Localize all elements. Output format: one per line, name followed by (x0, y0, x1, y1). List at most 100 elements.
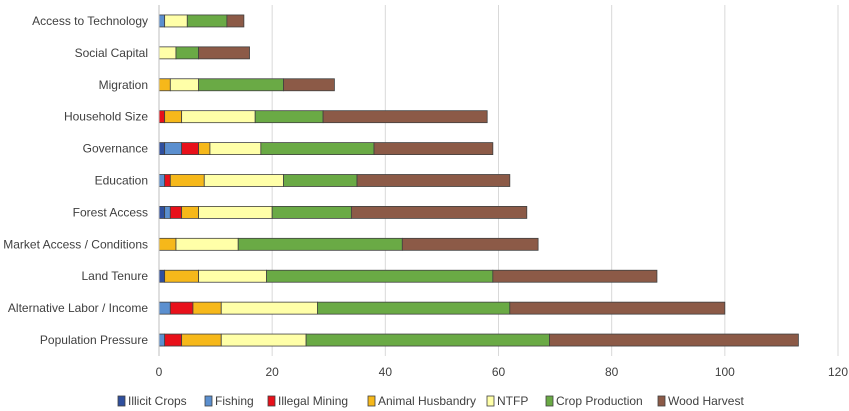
legend-item-wood-harvest: Wood Harvest (657, 394, 744, 408)
bar-segment-wood-harvest (283, 78, 335, 92)
bar-segment-wood-harvest (198, 46, 250, 60)
axis-layer: 0 20 40 60 80 100 120 Access to Technology Socia… (3, 5, 848, 379)
bar-segment-fishing (164, 206, 171, 219)
category-label: Alternative Labor / Income (8, 301, 148, 315)
x-tick-label: 100 (715, 365, 735, 379)
bar-segment-illegal-mining (164, 333, 183, 347)
legend-label: NTFP (497, 394, 528, 408)
x-tick-label: 40 (379, 365, 393, 379)
bar-segment-animal-husbandry (181, 206, 200, 219)
legend: Illicit Crops Fishing Illegal Mining Animal… (117, 394, 744, 408)
bar-segment-animal-husbandry (169, 174, 205, 187)
bar-segment-wood-harvest (492, 269, 658, 283)
legend-label: Illegal Mining (278, 394, 348, 408)
category-label: Population Pressure (40, 333, 148, 347)
bar-segment-crop-production (305, 333, 550, 347)
legend-swatch (545, 395, 554, 407)
legend-swatch (117, 395, 126, 407)
bar-segment-ntfp (209, 142, 262, 155)
legend-item-illicit-crops: Illicit Crops (117, 394, 187, 408)
bar-segment-animal-husbandry (158, 78, 171, 92)
bar-segment-illicit-crops (158, 206, 166, 219)
bar-segment-illegal-mining (169, 301, 194, 315)
x-tick-label: 60 (492, 365, 506, 379)
category-label: Education (95, 174, 148, 188)
bar-segment-animal-husbandry (181, 333, 222, 347)
bar-segment-ntfp (198, 206, 273, 219)
bar-segment-ntfp (158, 46, 177, 60)
bar-segment-animal-husbandry (192, 301, 222, 315)
bar-segment-wood-harvest (549, 333, 799, 347)
bar-layer (158, 14, 799, 347)
legend-label: Illicit Crops (128, 394, 187, 408)
legend-label: Animal Husbandry (378, 394, 476, 408)
legend-swatch (204, 395, 213, 407)
bar-segment-illegal-mining (158, 110, 166, 124)
legend-item-crop-production: Crop Production (545, 394, 643, 408)
bar-segment-wood-harvest (356, 174, 511, 187)
x-tick-label: 120 (828, 365, 848, 379)
legend-item-animal-husbandry: Animal Husbandry (367, 394, 476, 408)
bar-segment-crop-production (260, 142, 375, 155)
category-label: Household Size (64, 110, 148, 124)
legend-swatch (657, 395, 666, 407)
bar-segment-crop-production (237, 237, 403, 251)
x-tick-label: 0 (156, 365, 163, 379)
category-label: Forest Access (73, 205, 148, 219)
legend-swatch (486, 395, 495, 407)
bar-segment-crop-production (283, 174, 358, 187)
legend-swatch (367, 395, 376, 407)
bar-segment-crop-production (254, 110, 324, 124)
bar-segment-animal-husbandry (164, 269, 200, 283)
x-tick-label: 80 (605, 365, 619, 379)
legend-item-fishing: Fishing (204, 394, 254, 408)
category-label: Governance (83, 142, 149, 156)
bar-segment-illegal-mining (169, 206, 183, 219)
bar-segment-animal-husbandry (158, 237, 177, 251)
legend-label: Crop Production (556, 394, 643, 408)
legend-item-illegal-mining: Illegal Mining (267, 394, 348, 408)
bar-segment-fishing (158, 333, 166, 347)
legend-label: Wood Harvest (668, 394, 744, 408)
category-label: Market Access / Conditions (3, 237, 148, 251)
bar-segment-illegal-mining (164, 174, 171, 187)
bar-segment-ntfp (181, 110, 256, 124)
bar-segment-wood-harvest (373, 142, 494, 155)
bar-segment-ntfp (198, 269, 267, 283)
bar-segment-wood-harvest (226, 14, 245, 28)
category-label: Social Capital (75, 46, 148, 60)
bar-segment-wood-harvest (401, 237, 539, 251)
category-label: Migration (99, 78, 148, 92)
bar-segment-ntfp (175, 237, 239, 251)
bar-segment-crop-production (175, 46, 200, 60)
bar-segment-wood-harvest (322, 110, 488, 124)
category-label: Land Tenure (81, 269, 148, 283)
bar-segment-fishing (158, 301, 171, 315)
bar-segment-crop-production (266, 269, 494, 283)
bar-segment-fishing (158, 174, 166, 187)
bar-segment-crop-production (317, 301, 511, 315)
bar-segment-wood-harvest (350, 206, 528, 219)
bar-segment-fishing (158, 14, 166, 28)
bar-segment-ntfp (203, 174, 284, 187)
bar-segment-animal-husbandry (198, 142, 211, 155)
bar-segment-illicit-crops (158, 142, 166, 155)
bar-segment-ntfp (220, 333, 307, 347)
bar-segment-illegal-mining (181, 142, 200, 155)
x-tick-label: 20 (265, 365, 279, 379)
bar-segment-illicit-crops (158, 269, 166, 283)
bar-segment-crop-production (186, 14, 228, 28)
bar-segment-crop-production (198, 78, 284, 92)
bar-segment-wood-harvest (509, 301, 726, 315)
bar-segment-crop-production (271, 206, 352, 219)
bar-segment-fishing (164, 142, 183, 155)
category-label: Access to Technology (32, 14, 148, 28)
bar-segment-ntfp (220, 301, 318, 315)
legend-item-ntfp: NTFP (486, 394, 528, 408)
bar-segment-animal-husbandry (164, 110, 183, 124)
bar-segment-ntfp (164, 14, 188, 28)
bar-segment-ntfp (169, 78, 200, 92)
legend-swatch (267, 395, 276, 407)
legend-label: Fishing (215, 394, 254, 408)
